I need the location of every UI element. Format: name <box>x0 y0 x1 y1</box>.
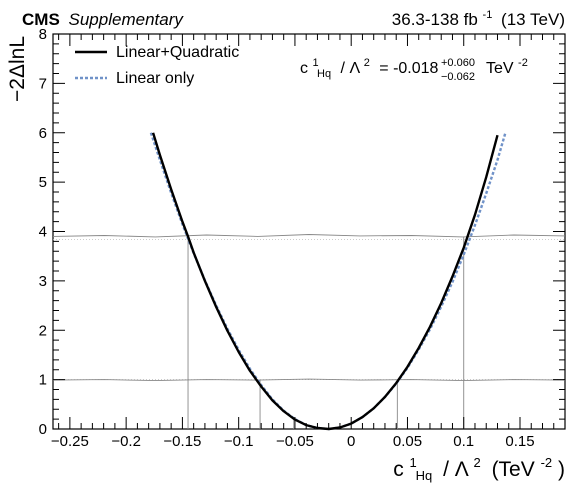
y-tick-label: 5 <box>39 174 47 191</box>
y-tick-label: 3 <box>39 273 47 290</box>
result-value: = -0.018 <box>379 60 438 77</box>
axis-ticks: −0.25 −0.2 −0.15 −0.1 −0.05 0 0.05 0.1 0.15 0 1 2 3 4… <box>39 26 566 450</box>
experiment-label: CMS <box>22 10 60 29</box>
x-tick-label: 0 <box>347 433 355 450</box>
lumi-exponent: -1 <box>483 9 493 21</box>
x-tick-label: −0.1 <box>224 433 254 450</box>
result-lambda: / Λ <box>341 60 361 77</box>
y-tick-label: 0 <box>39 421 47 438</box>
y-tick-label: 1 <box>39 372 47 389</box>
x-tick-label: −0.05 <box>276 433 314 450</box>
x-tick-label: −0.2 <box>111 433 141 450</box>
xlabel-lambda-sup: 2 <box>473 455 480 470</box>
result-unit-sup: -2 <box>518 57 528 69</box>
threshold-line-1 <box>52 234 566 238</box>
result-lambda-sup: 2 <box>364 57 370 69</box>
result-c-sup: 1 <box>312 57 318 69</box>
x-tick-label: 0.05 <box>393 433 422 450</box>
y-tick-label: 8 <box>39 26 47 43</box>
x-tick-label: −0.15 <box>163 433 201 450</box>
xlabel-rest: / Λ <box>443 458 469 481</box>
result-err-plus: +0.060 <box>441 57 475 69</box>
lumi-main: 36.3-138 fb <box>392 10 478 29</box>
xlabel-c-sub: Hq <box>416 468 433 483</box>
xlabel-close: ) <box>558 458 565 481</box>
result-unit: TeV <box>486 60 514 77</box>
energy-label: (13 TeV) <box>501 10 565 29</box>
y-tick-label: 7 <box>39 75 47 92</box>
header-label: CMS Supplementary <box>22 10 184 29</box>
x-axis-title: c 1 Hq / Λ 2 (TeV -2 ) <box>393 449 565 485</box>
x-tick-label: 0.1 <box>453 433 474 450</box>
lumi-label: 36.3-138 fb -1 (13 TeV) <box>392 3 565 29</box>
supplementary-label: Supplementary <box>69 10 185 29</box>
threshold-lines <box>52 234 566 382</box>
xlabel-unit: (TeV <box>492 458 535 481</box>
result-c-sub: Hq <box>317 68 331 80</box>
legend-label-linear-quadratic: Linear+Quadratic <box>116 44 239 61</box>
result-c: c <box>300 60 308 77</box>
y-tick-label: 6 <box>39 125 47 142</box>
xlabel-c-sup: 1 <box>410 455 417 470</box>
xlabel-c: c <box>393 458 404 481</box>
x-tick-label: 0.15 <box>505 433 534 450</box>
y-tick-label: 4 <box>39 224 47 241</box>
crossing-lines <box>187 236 465 429</box>
legend: Linear+Quadratic Linear only <box>75 44 239 87</box>
y-tick-label: 2 <box>39 322 47 339</box>
result-unit-label: TeV -2 <box>486 57 528 77</box>
y-axis-title: −2ΔlnL <box>6 36 29 102</box>
threshold-line-0 <box>52 378 566 382</box>
legend-label-linear-only: Linear only <box>116 70 194 87</box>
plot-frame <box>52 33 566 430</box>
xlabel-unit-sup: -2 <box>541 455 553 470</box>
x-tick-label: −0.25 <box>51 433 89 450</box>
result-err-minus: −0.062 <box>441 71 475 83</box>
result-annotation: c 1 Hq / Λ 2 = -0.018 <box>300 53 439 81</box>
